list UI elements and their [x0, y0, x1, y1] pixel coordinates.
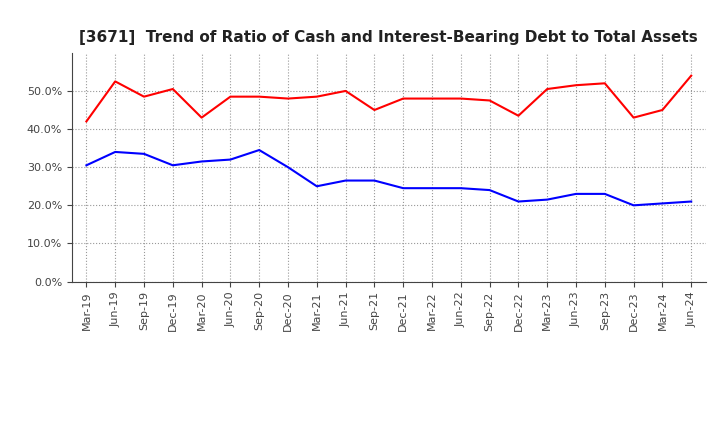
Interest-Bearing Debt — [111, 149, 120, 154]
Interest-Bearing Debt — [370, 178, 379, 183]
Interest-Bearing Debt — [514, 199, 523, 204]
Interest-Bearing Debt — [456, 186, 465, 191]
Interest-Bearing Debt — [312, 183, 321, 189]
Cash — [312, 94, 321, 99]
Interest-Bearing Debt — [572, 191, 580, 197]
Cash — [140, 94, 148, 99]
Interest-Bearing Debt — [629, 203, 638, 208]
Interest-Bearing Debt — [284, 165, 292, 170]
Cash — [572, 83, 580, 88]
Cash — [111, 79, 120, 84]
Interest-Bearing Debt — [226, 157, 235, 162]
Interest-Bearing Debt — [687, 199, 696, 204]
Cash — [168, 86, 177, 92]
Cash — [485, 98, 494, 103]
Line: Interest-Bearing Debt: Interest-Bearing Debt — [86, 150, 691, 205]
Interest-Bearing Debt — [399, 186, 408, 191]
Cash — [600, 81, 609, 86]
Cash — [658, 107, 667, 113]
Cash — [543, 86, 552, 92]
Interest-Bearing Debt — [543, 197, 552, 202]
Interest-Bearing Debt — [140, 151, 148, 157]
Cash — [284, 96, 292, 101]
Cash — [629, 115, 638, 120]
Cash — [370, 107, 379, 113]
Interest-Bearing Debt — [485, 187, 494, 193]
Line: Cash: Cash — [86, 76, 691, 121]
Cash — [255, 94, 264, 99]
Interest-Bearing Debt — [255, 147, 264, 153]
Interest-Bearing Debt — [600, 191, 609, 197]
Cash — [226, 94, 235, 99]
Cash — [197, 115, 206, 120]
Interest-Bearing Debt — [658, 201, 667, 206]
Cash — [82, 119, 91, 124]
Cash — [687, 73, 696, 78]
Interest-Bearing Debt — [428, 186, 436, 191]
Interest-Bearing Debt — [197, 159, 206, 164]
Title: [3671]  Trend of Ratio of Cash and Interest-Bearing Debt to Total Assets: [3671] Trend of Ratio of Cash and Intere… — [79, 29, 698, 45]
Interest-Bearing Debt — [82, 163, 91, 168]
Cash — [456, 96, 465, 101]
Interest-Bearing Debt — [341, 178, 350, 183]
Interest-Bearing Debt — [168, 163, 177, 168]
Cash — [399, 96, 408, 101]
Cash — [428, 96, 436, 101]
Cash — [514, 113, 523, 118]
Cash — [341, 88, 350, 94]
